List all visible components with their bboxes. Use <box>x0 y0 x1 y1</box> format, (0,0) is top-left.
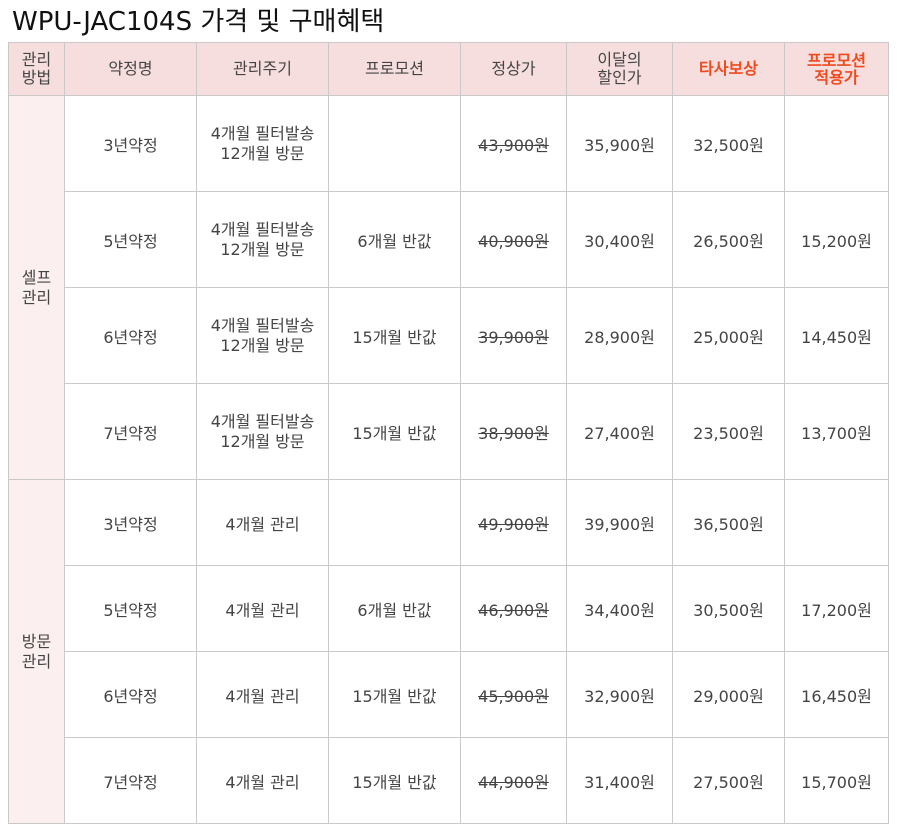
table-row: 6년약정 4개월 관리 15개월 반값 45,900원 32,900원 29,0… <box>9 651 889 738</box>
cycle-cell: 4개월 필터발송 12개월 방문 <box>196 383 329 480</box>
promo-price-cell: 15,200원 <box>784 191 889 288</box>
competitor-price-cell: 25,000원 <box>672 287 785 384</box>
group-visit: 방문 관리 <box>8 479 65 824</box>
cycle-cell: 4개월 관리 <box>196 737 329 824</box>
regular-price-cell: 43,900원 <box>460 95 567 192</box>
header-cycle: 관리주기 <box>196 42 329 96</box>
promo-cell: 15개월 반값 <box>328 737 461 824</box>
promo-cell <box>328 479 461 566</box>
term-cell: 6년약정 <box>64 651 197 738</box>
competitor-price-cell: 27,500원 <box>672 737 785 824</box>
discount-price-cell: 30,400원 <box>566 191 673 288</box>
discount-price-cell: 32,900원 <box>566 651 673 738</box>
promo-cell <box>328 95 461 192</box>
competitor-price-cell: 26,500원 <box>672 191 785 288</box>
term-cell: 5년약정 <box>64 565 197 652</box>
header-promo-price: 프로모션 적용가 <box>784 42 889 96</box>
header-discount: 이달의 할인가 <box>566 42 673 96</box>
table-row: 5년약정 4개월 필터발송 12개월 방문 6개월 반값 40,900원 30,… <box>9 191 889 288</box>
discount-price-cell: 27,400원 <box>566 383 673 480</box>
competitor-price-cell: 29,000원 <box>672 651 785 738</box>
term-cell: 7년약정 <box>64 383 197 480</box>
competitor-price-cell: 23,500원 <box>672 383 785 480</box>
cycle-line1: 4개월 필터발송 <box>210 123 315 143</box>
cycle-cell: 4개월 필터발송 12개월 방문 <box>196 95 329 192</box>
regular-price-cell: 38,900원 <box>460 383 567 480</box>
header-term: 약정명 <box>64 42 197 96</box>
cycle-line2: 12개월 방문 <box>220 431 305 451</box>
regular-price-cell: 46,900원 <box>460 565 567 652</box>
cycle-line1: 4개월 필터발송 <box>210 411 315 431</box>
cycle-line2: 12개월 방문 <box>220 335 305 355</box>
header-method: 관리 방법 <box>8 42 65 96</box>
header-discount-line2: 할인가 <box>597 68 642 87</box>
discount-price-cell: 39,900원 <box>566 479 673 566</box>
competitor-price-cell: 30,500원 <box>672 565 785 652</box>
promo-price-cell: 14,450원 <box>784 287 889 384</box>
header-promo: 프로모션 <box>328 42 461 96</box>
price-table: 관리 방법 약정명 관리주기 프로모션 정상가 이달의 할인가 타사보상 프로모… <box>8 42 889 824</box>
cycle-line2: 12개월 방문 <box>220 143 305 163</box>
header-discount-line1: 이달의 <box>597 50 642 69</box>
discount-price-cell: 31,400원 <box>566 737 673 824</box>
term-cell: 7년약정 <box>64 737 197 824</box>
discount-price-cell: 35,900원 <box>566 95 673 192</box>
promo-cell: 6개월 반값 <box>328 191 461 288</box>
group-name-line1: 방문 <box>21 631 52 651</box>
promo-price-cell <box>784 479 889 566</box>
header-regular: 정상가 <box>460 42 567 96</box>
cycle-cell: 4개월 관리 <box>196 479 329 566</box>
table-row: 5년약정 4개월 관리 6개월 반값 46,900원 34,400원 30,50… <box>9 565 889 652</box>
regular-price-cell: 40,900원 <box>460 191 567 288</box>
cycle-line2: 12개월 방문 <box>220 239 305 259</box>
group-name-line2: 관리 <box>21 287 52 307</box>
table-row: 방문 관리 3년약정 4개월 관리 49,900원 39,900원 36,500… <box>8 479 889 824</box>
promo-price-cell <box>784 95 889 192</box>
term-cell: 6년약정 <box>64 287 197 384</box>
group-self: 셀프 관리 <box>8 95 65 480</box>
regular-price-cell: 45,900원 <box>460 651 567 738</box>
term-cell: 5년약정 <box>64 191 197 288</box>
promo-cell: 6개월 반값 <box>328 565 461 652</box>
cycle-cell: 4개월 필터발송 12개월 방문 <box>196 287 329 384</box>
header-competitor: 타사보상 <box>672 42 785 96</box>
group-name-line1: 셀프 <box>21 267 52 287</box>
term-cell: 3년약정 <box>64 95 197 192</box>
cycle-cell: 4개월 필터발송 12개월 방문 <box>196 191 329 288</box>
cycle-cell: 4개월 관리 <box>196 565 329 652</box>
page-title: WPU-JAC104S 가격 및 구매혜택 <box>12 7 385 37</box>
promo-price-cell: 15,700원 <box>784 737 889 824</box>
header-row: 관리 방법 약정명 관리주기 프로모션 정상가 이달의 할인가 타사보상 프로모… <box>8 42 889 96</box>
promo-price-cell: 17,200원 <box>784 565 889 652</box>
group-name-line2: 관리 <box>21 651 52 671</box>
table-row: 셀프 관리 3년약정 4개월 필터발송 12개월 방문 43,900원 35,9… <box>8 95 889 480</box>
promo-cell: 15개월 반값 <box>328 287 461 384</box>
term-cell: 3년약정 <box>64 479 197 566</box>
regular-price-cell: 44,900원 <box>460 737 567 824</box>
header-method-line1: 관리 <box>21 50 52 69</box>
discount-price-cell: 28,900원 <box>566 287 673 384</box>
regular-price-cell: 49,900원 <box>460 479 567 566</box>
discount-price-cell: 34,400원 <box>566 565 673 652</box>
promo-price-cell: 16,450원 <box>784 651 889 738</box>
promo-cell: 15개월 반값 <box>328 383 461 480</box>
promo-price-cell: 13,700원 <box>784 383 889 480</box>
header-promo-price-line1: 프로모션 <box>807 51 866 70</box>
header-method-line2: 방법 <box>21 68 52 87</box>
table-row: 6년약정 4개월 필터발송 12개월 방문 15개월 반값 39,900원 28… <box>9 287 889 384</box>
competitor-price-cell: 36,500원 <box>672 479 785 566</box>
competitor-price-cell: 32,500원 <box>672 95 785 192</box>
cycle-line1: 4개월 필터발송 <box>210 219 315 239</box>
promo-cell: 15개월 반값 <box>328 651 461 738</box>
cycle-line1: 4개월 필터발송 <box>210 315 315 335</box>
table-row: 7년약정 4개월 필터발송 12개월 방문 15개월 반값 38,900원 27… <box>9 383 889 480</box>
table-row: 7년약정 4개월 관리 15개월 반값 44,900원 31,400원 27,5… <box>9 737 889 824</box>
cycle-cell: 4개월 관리 <box>196 651 329 738</box>
header-promo-price-line2: 적용가 <box>814 68 859 87</box>
regular-price-cell: 39,900원 <box>460 287 567 384</box>
